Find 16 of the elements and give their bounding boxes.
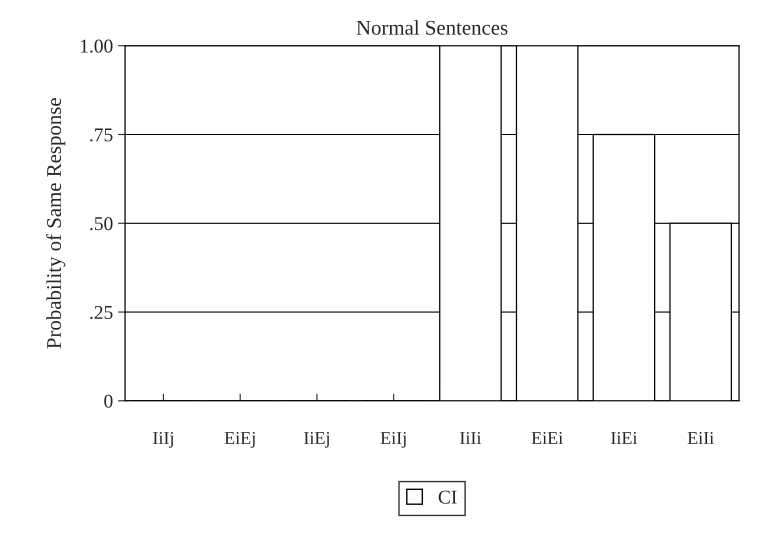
chart-title: Normal Sentences	[356, 20, 508, 35]
y-tick-label: .50	[90, 217, 113, 230]
y-tick-label: 0	[104, 394, 113, 408]
x-tick-label: EiIi	[688, 432, 714, 444]
legend-label: CI	[438, 490, 457, 504]
x-tick-label: IiIj	[153, 432, 173, 448]
x-tick-label: IiIi	[460, 432, 482, 444]
x-tick-label: EiEj	[224, 432, 255, 448]
x-tick-label: IiEj	[304, 432, 329, 448]
y-tick-label: .25	[90, 306, 113, 320]
y-tick-label: 1.00	[80, 40, 113, 53]
y-axis-title: Probability of Same Response	[46, 98, 66, 349]
x-tick-label: EiIj	[380, 432, 406, 448]
y-tick-label: .75	[90, 128, 113, 142]
x-tick-label: IiEi	[611, 432, 638, 444]
x-tick-label: EiEi	[532, 432, 563, 444]
